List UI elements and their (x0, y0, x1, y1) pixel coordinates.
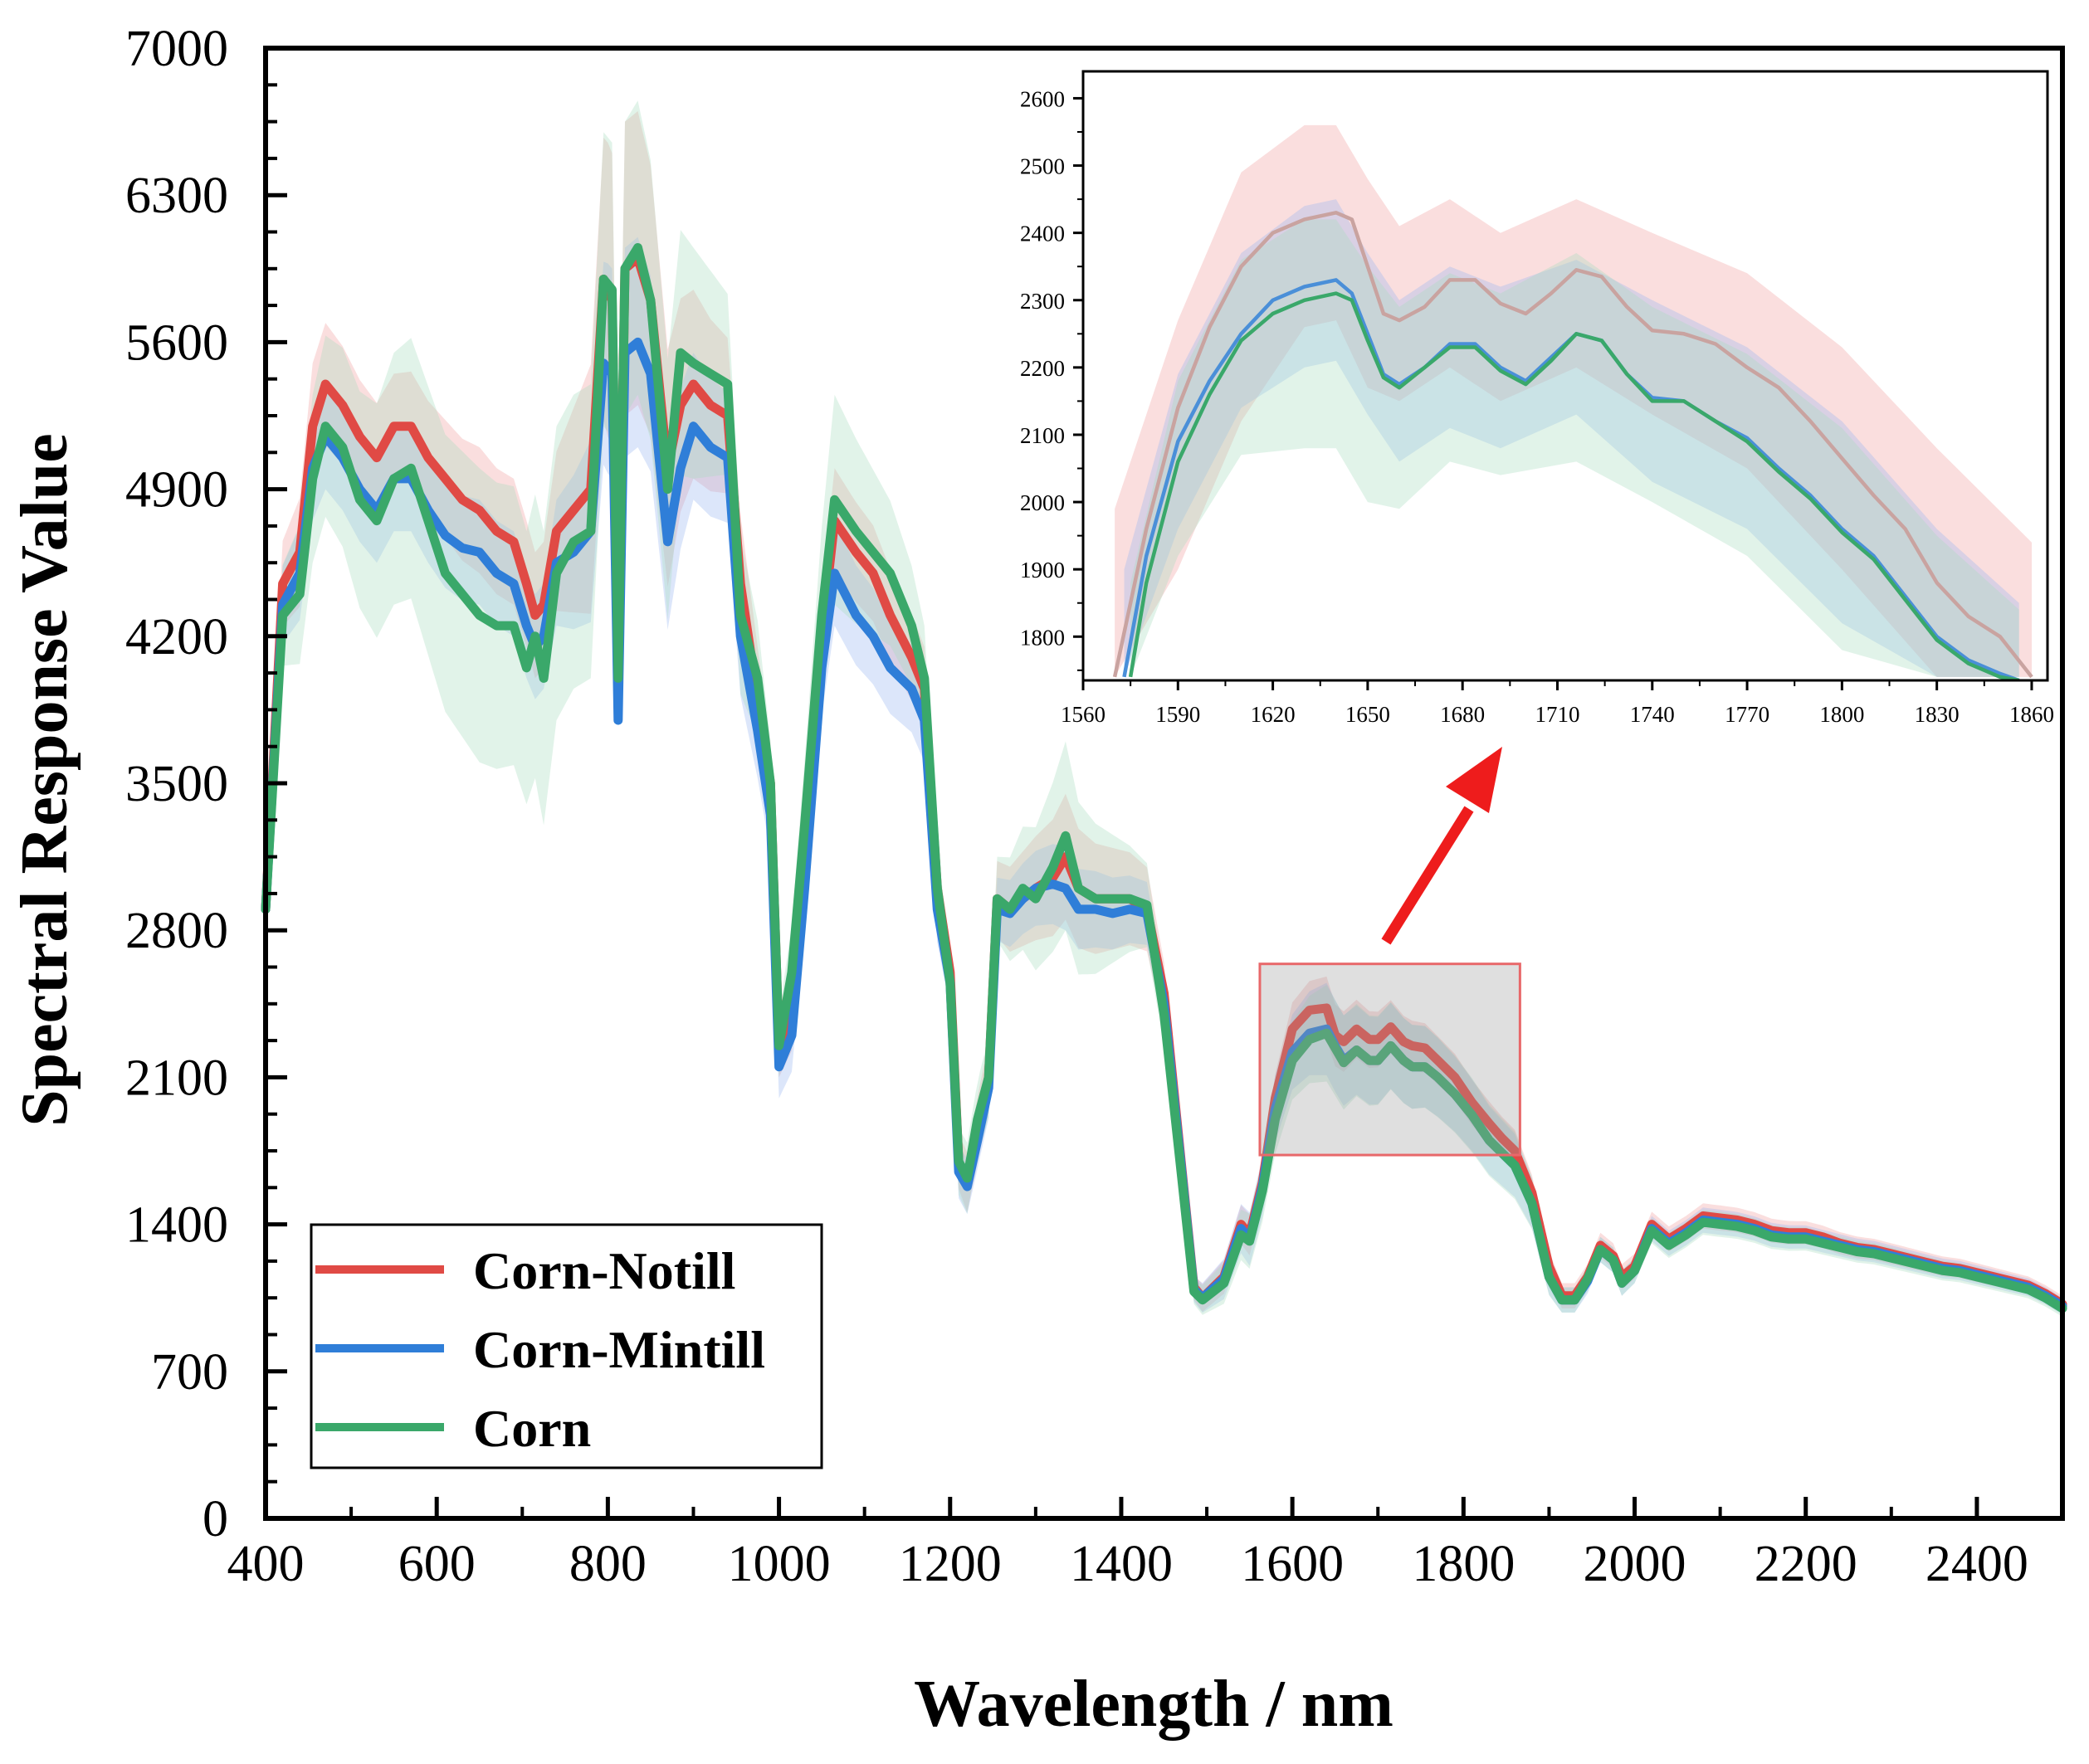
x-tick-label: 2200 (1755, 1536, 1857, 1592)
x-tick-label: 1600 (1241, 1536, 1344, 1592)
inset-line-corn-notill (1112, 211, 2033, 679)
y-tick-label: 5600 (125, 314, 228, 371)
legend-label-corn-mintill: Corn-Mintill (473, 1320, 765, 1379)
inset-x-tick-label: 1740 (1630, 702, 1675, 727)
inset-x-tick-label: 1830 (1915, 702, 1960, 727)
inset-line-corn (1128, 291, 2020, 680)
y-tick-label: 2800 (125, 903, 228, 959)
x-tick-label: 2000 (1584, 1536, 1686, 1592)
inset-y-tick-label: 2100 (1020, 423, 1065, 448)
y-tick-label: 6300 (125, 168, 228, 224)
inset-x-tick-label: 1800 (1819, 702, 1864, 727)
zoom-region-box (1258, 962, 1521, 1157)
inset-y-tick-label: 2200 (1020, 356, 1065, 381)
legend-label-corn: Corn (473, 1399, 591, 1458)
legend: Corn-Notill Corn-Mintill Corn (310, 1223, 823, 1469)
inset-y-tick-label: 2500 (1020, 154, 1065, 179)
inset-y-tick-label: 2000 (1020, 490, 1065, 515)
y-tick-label: 2100 (125, 1050, 228, 1106)
y-axis-title: Spectral Response Value (8, 433, 81, 1127)
x-tick-label: 1400 (1070, 1536, 1173, 1592)
inset-x-tick-label: 1860 (2009, 702, 2054, 727)
inset-x-tick-label: 1710 (1535, 702, 1579, 727)
line-corn (261, 243, 2067, 1313)
inset-x-tick-label: 1650 (1345, 702, 1390, 727)
y-tick-label: 4200 (125, 609, 228, 665)
inset-plot-area (1112, 124, 2033, 680)
band-corn-mintill (266, 236, 2062, 1315)
inset-y-tick-label: 1800 (1020, 625, 1065, 650)
y-tick-label: 700 (151, 1344, 228, 1401)
y-tick-label: 1400 (125, 1197, 228, 1254)
legend-label-corn-notill: Corn-Notill (473, 1241, 735, 1300)
arrow-shaft (1381, 806, 1474, 945)
main-series-lines (261, 243, 2067, 1313)
inset-x-tick-label: 1680 (1440, 702, 1485, 727)
arrow-head (1446, 747, 1502, 813)
inset-line-corn-mintill (1122, 278, 2020, 680)
inset-band-corn (1130, 219, 2019, 677)
x-tick-label: 800 (569, 1536, 647, 1592)
inset-frame (1081, 70, 2049, 682)
inset-y-tick-label: 2400 (1020, 222, 1065, 246)
main-axes: 400 600 800 1000 1200 1400 1600 1800 2000 2200 240… (125, 21, 2065, 1592)
inset-x-tick-label: 1770 (1725, 702, 1769, 727)
x-tick-label: 600 (398, 1536, 476, 1592)
zoom-region (1258, 962, 1521, 1157)
inset-x-tick-label: 1560 (1061, 702, 1106, 727)
x-tick-label: 1800 (1412, 1536, 1515, 1592)
y-tick-label: 4900 (125, 462, 228, 519)
y-tick-label: 0 (203, 1491, 228, 1547)
x-tick-label: 400 (227, 1536, 305, 1592)
y-tick-label: 7000 (125, 21, 228, 77)
inset-y-tick-label: 2600 (1020, 86, 1065, 111)
inset-chart: 1560 1590 1620 1650 1680 1710 1740 1770 1800 1830… (1020, 70, 2054, 727)
inset-x-tick-label: 1590 (1155, 702, 1200, 727)
inset-band-corn-mintill (1124, 199, 2019, 677)
inset-band-corn-notill (1115, 124, 2032, 677)
x-axis-title: Wavelength / nm (914, 1668, 1393, 1741)
x-tick-label: 2400 (1925, 1536, 2028, 1592)
x-tick-label: 1200 (899, 1536, 1002, 1592)
inset-y-tick-label: 1900 (1020, 558, 1065, 582)
zoom-arrow (1381, 747, 1502, 945)
y-tick-label: 3500 (125, 756, 228, 812)
inset-x-tick-label: 1620 (1251, 702, 1296, 727)
inset-y-tick-label: 2300 (1020, 289, 1065, 314)
x-tick-label: 1000 (728, 1536, 831, 1592)
